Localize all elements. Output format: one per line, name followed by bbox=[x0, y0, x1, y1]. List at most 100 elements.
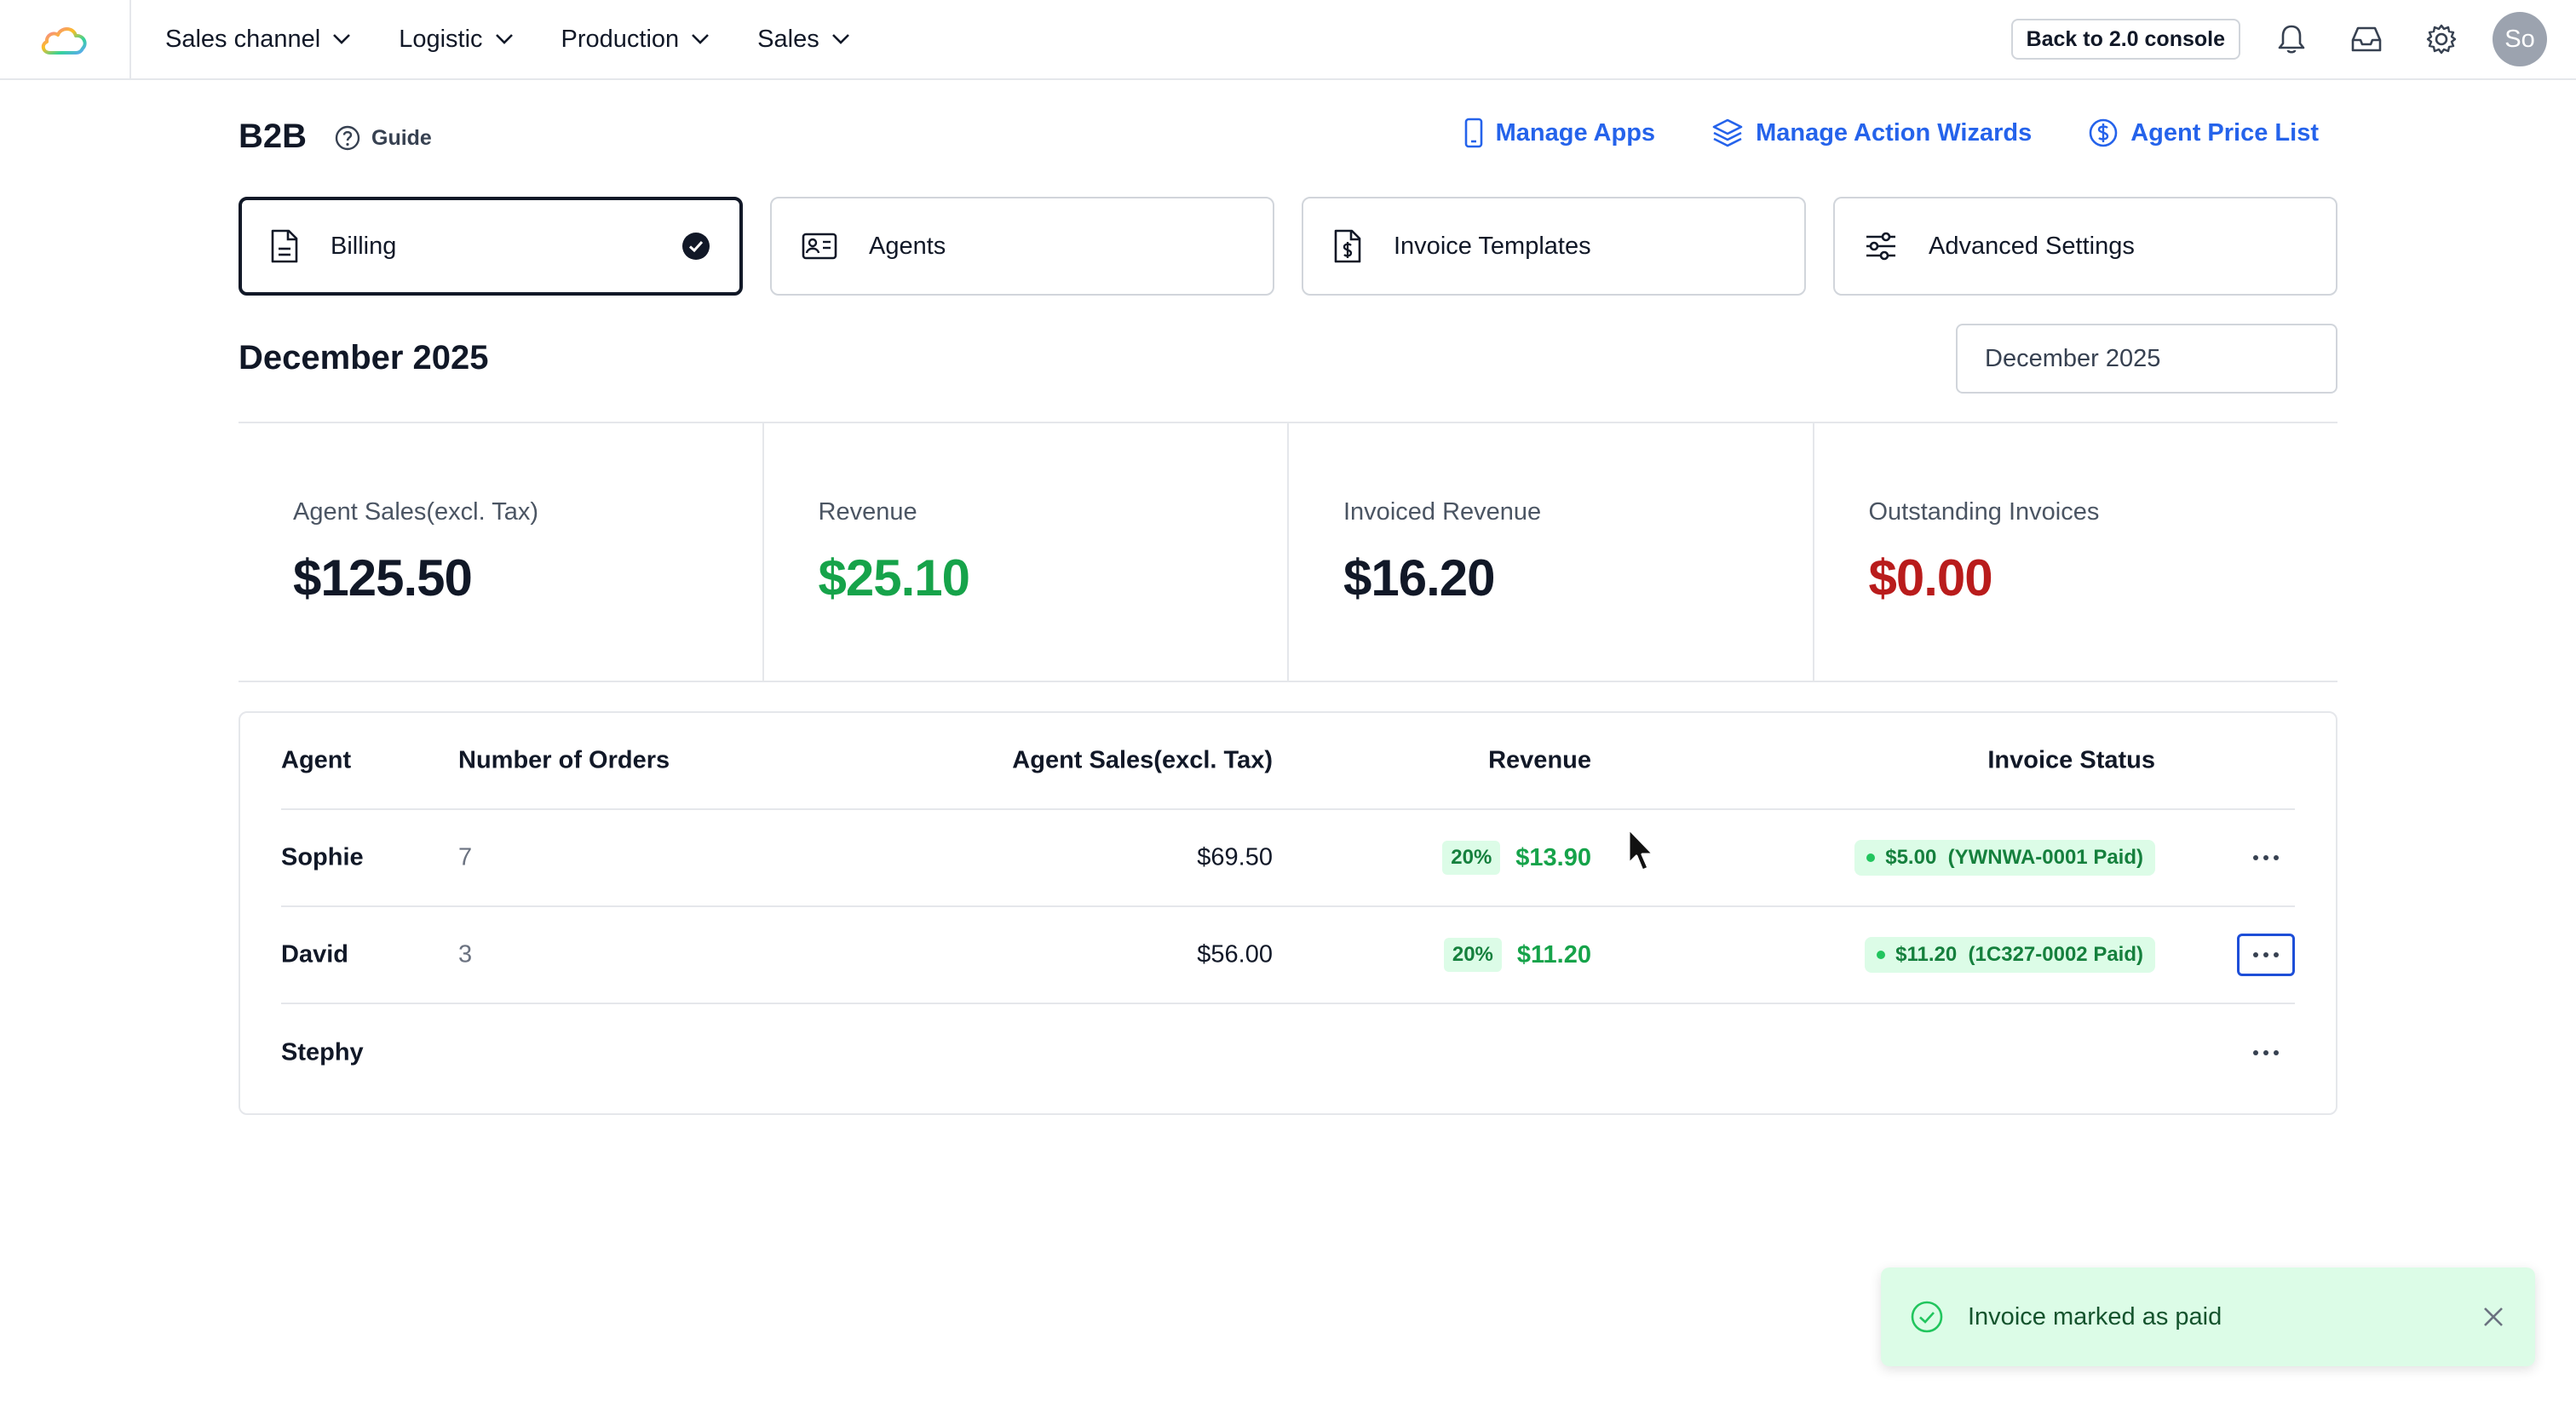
stat-value: $0.00 bbox=[1868, 549, 1993, 606]
inbox-button[interactable] bbox=[2343, 15, 2390, 63]
more-horizontal-icon bbox=[2253, 1050, 2279, 1055]
sliders-icon bbox=[1866, 232, 1895, 261]
stat-label: Agent Sales(excl. Tax) bbox=[293, 498, 538, 526]
stats-panel: Agent Sales(excl. Tax) $125.50 Revenue $… bbox=[239, 422, 2337, 682]
row-actions-button[interactable] bbox=[2237, 1032, 2295, 1074]
row-actions-button[interactable] bbox=[2237, 836, 2295, 879]
commission-rate-badge: 20% bbox=[1443, 938, 1502, 972]
column-header-orders: Number of Orders bbox=[458, 746, 670, 774]
invoice-dollar-icon bbox=[1334, 229, 1361, 263]
success-toast: Invoice marked as paid bbox=[1881, 1267, 2535, 1366]
layers-icon bbox=[1712, 118, 1743, 147]
tab-billing[interactable]: Billing bbox=[239, 197, 743, 296]
back-to-console-button[interactable]: Back to 2.0 console bbox=[2010, 19, 2240, 60]
nav-production[interactable]: Production bbox=[561, 26, 710, 54]
toast-message: Invoice marked as paid bbox=[1968, 1302, 2222, 1330]
stat-value: $125.50 bbox=[293, 549, 473, 606]
manage-action-wizards-link[interactable]: Manage Action Wizards bbox=[1711, 118, 2032, 148]
agent-name: Sophie bbox=[281, 843, 364, 871]
guide-link[interactable]: Guide bbox=[334, 124, 432, 152]
period-title: December 2025 bbox=[239, 339, 489, 376]
check-circle-icon bbox=[682, 233, 710, 260]
agent-sales: $56.00 bbox=[1197, 940, 1273, 968]
column-header-agent: Agent bbox=[281, 746, 352, 774]
stat-invoiced-revenue: Invoiced Revenue $16.20 bbox=[1289, 423, 1814, 681]
order-count: 7 bbox=[458, 843, 473, 871]
stat-value: $16.20 bbox=[1343, 549, 1496, 606]
revenue-cell: 20% $13.90 bbox=[1442, 841, 1591, 875]
agent-price-list-label: Agent Price List bbox=[2130, 118, 2319, 147]
month-picker[interactable]: December 2025 bbox=[1956, 324, 2337, 394]
row-actions-button[interactable] bbox=[2237, 934, 2295, 976]
more-horizontal-icon bbox=[2253, 855, 2279, 860]
column-header-sales: Agent Sales(excl. Tax) bbox=[1012, 746, 1273, 774]
more-horizontal-icon bbox=[2253, 952, 2279, 957]
document-icon bbox=[271, 229, 298, 263]
agent-price-list-link[interactable]: Agent Price List bbox=[2088, 118, 2319, 148]
notifications-button[interactable] bbox=[2268, 15, 2315, 63]
tab-label: Invoice Templates bbox=[1394, 232, 1591, 260]
chevron-down-icon bbox=[831, 34, 849, 44]
id-card-icon bbox=[802, 233, 837, 260]
stat-label: Revenue bbox=[818, 498, 917, 526]
tab-invoice-templates[interactable]: Invoice Templates bbox=[1302, 197, 1806, 296]
tab-agents[interactable]: Agents bbox=[770, 197, 1274, 296]
top-right-actions: Back to 2.0 console So bbox=[2010, 0, 2547, 78]
stat-revenue: Revenue $25.10 bbox=[764, 423, 1289, 681]
top-navigation-bar: Sales channel Logistic Production Sales … bbox=[0, 0, 2576, 80]
cloud-logo-icon bbox=[41, 27, 87, 55]
stat-outstanding-invoices: Outstanding Invoices $0.00 bbox=[1814, 423, 2338, 681]
invoice-status-text: $11.20 (1C327-0002 Paid) bbox=[1895, 943, 2143, 966]
logo[interactable] bbox=[0, 0, 131, 78]
order-count: 3 bbox=[458, 940, 473, 968]
manage-apps-label: Manage Apps bbox=[1495, 118, 1656, 147]
nav-label: Sales bbox=[757, 25, 819, 53]
nav-label: Logistic bbox=[399, 25, 483, 53]
agents-billing-table: Agent Number of Orders Agent Sales(excl.… bbox=[239, 711, 2337, 1115]
table-row: David 3 $56.00 20% $11.20 $11.20 (1C327-… bbox=[281, 907, 2295, 1004]
stat-label: Outstanding Invoices bbox=[1868, 498, 2100, 526]
main-nav: Sales channel Logistic Production Sales bbox=[165, 0, 898, 78]
settings-button[interactable] bbox=[2418, 15, 2465, 63]
header-links: Manage Apps Manage Action Wizards Agent … bbox=[1407, 118, 2319, 148]
bell-icon bbox=[2278, 25, 2305, 54]
nav-sales-channel[interactable]: Sales channel bbox=[165, 26, 351, 54]
status-dot-icon bbox=[1877, 951, 1886, 959]
manage-apps-link[interactable]: Manage Apps bbox=[1463, 118, 1655, 148]
status-dot-icon bbox=[1866, 853, 1876, 862]
page-title: B2B bbox=[239, 118, 308, 155]
chevron-down-icon bbox=[495, 34, 513, 44]
agent-name: David bbox=[281, 940, 348, 968]
revenue-value: $11.20 bbox=[1516, 940, 1591, 968]
nav-label: Production bbox=[561, 25, 680, 53]
check-circle-icon bbox=[1911, 1301, 1943, 1333]
agent-sales: $69.50 bbox=[1197, 843, 1273, 871]
section-tabs: Billing Agents Invoice Templates bbox=[239, 197, 2337, 296]
question-circle-icon bbox=[335, 125, 360, 151]
inbox-icon bbox=[2351, 26, 2382, 52]
close-icon[interactable] bbox=[2482, 1306, 2504, 1328]
tab-label: Agents bbox=[869, 232, 946, 260]
phone-icon bbox=[1464, 118, 1482, 148]
invoice-status-badge: $5.00 (YWNWA-0001 Paid) bbox=[1854, 840, 2155, 876]
revenue-cell: 20% $11.20 bbox=[1443, 938, 1591, 972]
user-avatar[interactable]: So bbox=[2493, 12, 2547, 66]
commission-rate-badge: 20% bbox=[1442, 841, 1501, 875]
chevron-down-icon bbox=[692, 34, 710, 44]
chevron-down-icon bbox=[333, 34, 351, 44]
column-header-invoice-status: Invoice Status bbox=[1987, 746, 2155, 774]
stat-label: Invoiced Revenue bbox=[1343, 498, 1542, 526]
invoice-status-text: $5.00 (YWNWA-0001 Paid) bbox=[1885, 846, 2143, 869]
table-row: Sophie 7 $69.50 20% $13.90 $5.00 (YWNWA-… bbox=[281, 810, 2295, 907]
invoice-status-badge: $11.20 (1C327-0002 Paid) bbox=[1865, 937, 2155, 973]
nav-sales[interactable]: Sales bbox=[757, 26, 850, 54]
stat-value: $25.10 bbox=[818, 549, 971, 606]
table-row: Stephy bbox=[281, 1004, 2295, 1101]
tab-advanced-settings[interactable]: Advanced Settings bbox=[1833, 197, 2337, 296]
table-header: Agent Number of Orders Agent Sales(excl.… bbox=[281, 713, 2295, 810]
manage-action-wizards-label: Manage Action Wizards bbox=[1756, 118, 2033, 147]
agent-name: Stephy bbox=[281, 1038, 364, 1066]
tab-label: Advanced Settings bbox=[1929, 232, 2135, 260]
revenue-value: $13.90 bbox=[1515, 843, 1591, 871]
nav-logistic[interactable]: Logistic bbox=[399, 26, 513, 54]
